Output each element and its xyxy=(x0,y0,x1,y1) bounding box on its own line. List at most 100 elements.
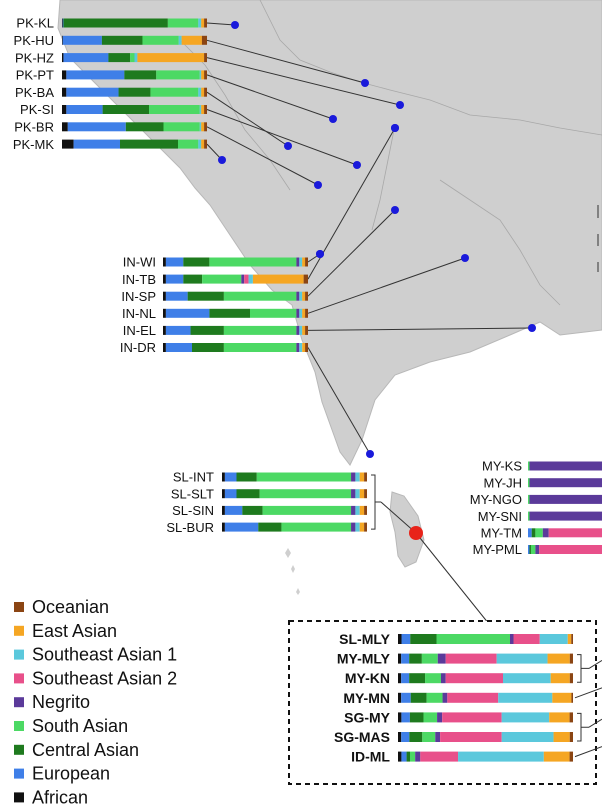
label-my-kn: MY-KN xyxy=(345,670,390,686)
legend-label-southeast-asian-2: Southeast Asian 2 xyxy=(32,668,177,688)
segment-my-pml-south-asian xyxy=(530,545,536,554)
legend-swatch-central-asian xyxy=(14,744,24,755)
connector-pk-hu xyxy=(206,39,366,84)
segment-pk-ba-oceanian xyxy=(204,87,207,97)
bar-in-dr xyxy=(163,343,308,352)
segment-sl-mly-east-asian xyxy=(567,634,572,644)
segment-in-dr-european xyxy=(165,343,192,352)
segment-in-sp-central-asian xyxy=(187,291,224,301)
malay-bracket-my xyxy=(577,654,589,683)
segment-in-dr-south-asian xyxy=(223,343,297,352)
segment-in-nl-negrito xyxy=(296,308,300,318)
segment-pk-kl-european xyxy=(62,18,64,28)
bar-sl-sin xyxy=(222,505,367,515)
segment-sg-my-european xyxy=(401,712,410,723)
segment-pk-si-south-asian xyxy=(149,105,200,114)
admixture-bars xyxy=(62,18,602,554)
segment-my-tm-negrito xyxy=(542,528,549,538)
legend-item-southeast-asian-1: Southeast Asian 1 xyxy=(14,645,177,665)
segment-sl-sin-central-asian xyxy=(242,505,263,515)
segment-in-nl-south-asian xyxy=(250,308,297,318)
segment-my-ngo-negrito xyxy=(529,494,602,504)
segment-my-jh-negrito xyxy=(529,478,602,488)
legend-swatch-negrito xyxy=(14,697,24,708)
location-dot-pk-mk xyxy=(218,156,226,164)
segment-sg-mas-european xyxy=(401,732,410,742)
bar-sl-int xyxy=(222,472,367,482)
segment-my-mn-southeast-asian-2 xyxy=(447,692,499,703)
segment-my-kn-south-asian xyxy=(425,673,441,684)
segment-sl-int-southeast-asian-1 xyxy=(355,472,360,482)
segment-pk-hu-european xyxy=(62,35,102,45)
segment-pk-mk-central-asian xyxy=(120,139,178,149)
segment-my-mly-southeast-asian-1 xyxy=(496,653,548,664)
segment-sg-mas-negrito xyxy=(435,732,441,742)
legend-label-southeast-asian-1: Southeast Asian 1 xyxy=(32,645,177,665)
bar-sl-slt xyxy=(222,489,367,499)
connector-pk-kl xyxy=(206,22,236,26)
segment-pk-hz-southeast-asian-1 xyxy=(134,53,138,63)
segment-sl-sin-oceanian xyxy=(364,505,367,515)
segment-my-tm-southeast-asian-2 xyxy=(548,528,602,538)
legend-label-negrito: Negrito xyxy=(32,692,90,712)
segment-pk-mk-european xyxy=(73,139,120,149)
label-my-sni: MY-SNI xyxy=(478,509,522,524)
segment-pk-hu-african xyxy=(62,35,63,45)
segment-pk-ba-central-asian xyxy=(118,87,151,97)
segment-my-kn-negrito xyxy=(440,673,446,684)
segment-in-wi-oceanian xyxy=(305,257,308,267)
segment-pk-ba-european xyxy=(66,87,119,97)
segment-pk-br-african xyxy=(62,122,68,132)
connector-sl-mly xyxy=(415,532,494,630)
label-my-ngo: MY-NGO xyxy=(470,492,522,507)
segment-id-ml-east-asian xyxy=(543,751,570,762)
bar-sl-bur xyxy=(222,522,367,532)
segment-id-ml-south-asian xyxy=(410,751,416,762)
segment-sl-slt-south-asian xyxy=(259,489,352,499)
segment-in-nl-european xyxy=(165,308,210,318)
bar-sg-mas xyxy=(398,732,573,742)
land-island-small xyxy=(285,548,291,558)
bar-in-el xyxy=(163,325,308,335)
segment-in-tb-southeast-asian-2 xyxy=(244,274,249,284)
bar-in-sp xyxy=(163,291,308,301)
segment-in-el-oceanian xyxy=(305,325,308,335)
label-sg-my: SG-MY xyxy=(344,709,391,725)
legend-item-east-asian: East Asian xyxy=(14,621,117,641)
connector-in-dr xyxy=(307,347,371,455)
segment-pk-ba-east-asian xyxy=(201,87,205,97)
connector-pk-hz xyxy=(206,57,401,106)
segment-pk-si-central-asian xyxy=(102,105,149,114)
legend: Oceanian East Asian Southeast Asian 1 South… xyxy=(14,597,177,807)
segment-in-el-south-asian xyxy=(223,325,297,335)
bar-pk-hz xyxy=(62,53,207,63)
land-island-small-2 xyxy=(291,565,295,573)
segment-sl-bur-oceanian xyxy=(364,522,367,532)
segment-in-sp-african xyxy=(163,291,166,301)
segment-pk-br-oceanian xyxy=(204,122,207,132)
segment-id-ml-southeast-asian-2 xyxy=(420,751,459,762)
label-id-ml: ID-ML xyxy=(351,749,390,765)
connector-lines xyxy=(206,22,533,630)
segment-in-dr-negrito xyxy=(296,343,300,352)
legend-item-negrito: Negrito xyxy=(14,692,90,712)
location-dot-in-nl xyxy=(461,254,469,262)
segment-sl-slt-oceanian xyxy=(364,489,367,499)
legend-swatch-southeast-asian-1 xyxy=(14,649,24,660)
segment-in-wi-southeast-asian-1 xyxy=(299,257,303,267)
connector-in-el xyxy=(307,327,533,331)
segment-in-tb-african xyxy=(163,274,166,284)
segment-sl-slt-negrito xyxy=(351,489,356,499)
segment-my-mly-east-asian xyxy=(547,653,570,664)
malay-connector-3 xyxy=(574,687,602,699)
label-my-pml: MY-PML xyxy=(473,542,522,557)
malay-connector-6 xyxy=(574,746,602,758)
segment-pk-mk-south-asian xyxy=(178,139,199,149)
segment-my-ks-negrito xyxy=(529,461,602,471)
legend-swatch-african xyxy=(14,792,24,803)
bar-in-tb xyxy=(163,274,308,284)
legend-label-east-asian: East Asian xyxy=(32,621,117,641)
segment-my-tm-european xyxy=(528,528,532,538)
segment-pk-kl-oceanian xyxy=(204,18,207,28)
legend-item-oceanian: Oceanian xyxy=(14,597,109,617)
